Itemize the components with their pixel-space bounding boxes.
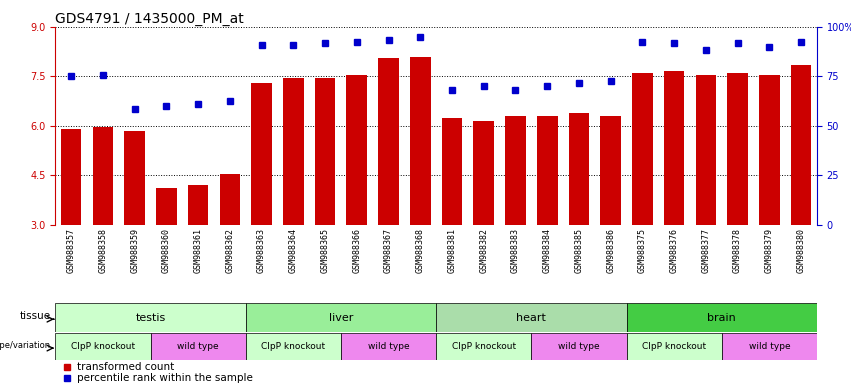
Text: GSM988379: GSM988379 bbox=[765, 228, 774, 273]
Text: percentile rank within the sample: percentile rank within the sample bbox=[77, 373, 253, 384]
Bar bbox=[791, 65, 811, 225]
Text: GSM988362: GSM988362 bbox=[226, 228, 234, 273]
Bar bbox=[251, 83, 272, 225]
Text: GSM988384: GSM988384 bbox=[543, 228, 551, 273]
Text: GSM988383: GSM988383 bbox=[511, 228, 520, 273]
Text: GSM988361: GSM988361 bbox=[194, 228, 203, 273]
Bar bbox=[473, 121, 494, 225]
Bar bbox=[246, 333, 341, 360]
Text: ClpP knockout: ClpP knockout bbox=[452, 342, 516, 351]
Bar bbox=[188, 185, 208, 225]
Text: GSM988367: GSM988367 bbox=[384, 228, 393, 273]
Bar bbox=[55, 303, 246, 332]
Bar bbox=[568, 113, 589, 225]
Bar bbox=[664, 71, 684, 225]
Text: liver: liver bbox=[328, 313, 353, 323]
Bar bbox=[151, 333, 246, 360]
Bar bbox=[341, 333, 436, 360]
Bar bbox=[436, 333, 531, 360]
Text: wild type: wild type bbox=[558, 342, 600, 351]
Bar bbox=[61, 129, 82, 225]
Bar bbox=[728, 73, 748, 225]
Bar bbox=[531, 333, 626, 360]
Text: GSM988357: GSM988357 bbox=[66, 228, 76, 273]
Text: GSM988382: GSM988382 bbox=[479, 228, 488, 273]
Text: GSM988368: GSM988368 bbox=[416, 228, 425, 273]
Text: GSM988376: GSM988376 bbox=[670, 228, 678, 273]
Text: GSM988377: GSM988377 bbox=[701, 228, 711, 273]
Text: wild type: wild type bbox=[749, 342, 791, 351]
Bar bbox=[722, 333, 817, 360]
Bar bbox=[436, 303, 626, 332]
Text: testis: testis bbox=[135, 313, 166, 323]
Bar bbox=[632, 73, 653, 225]
Bar bbox=[626, 303, 817, 332]
Bar bbox=[156, 189, 177, 225]
Text: GSM988385: GSM988385 bbox=[574, 228, 584, 273]
Bar bbox=[378, 58, 399, 225]
Text: ClpP knockout: ClpP knockout bbox=[71, 342, 135, 351]
Text: ClpP knockout: ClpP knockout bbox=[643, 342, 706, 351]
Bar bbox=[283, 78, 304, 225]
Text: GSM988364: GSM988364 bbox=[288, 228, 298, 273]
Text: wild type: wild type bbox=[177, 342, 219, 351]
Bar bbox=[695, 74, 717, 225]
Text: brain: brain bbox=[707, 313, 736, 323]
Bar bbox=[346, 74, 367, 225]
Text: GSM988359: GSM988359 bbox=[130, 228, 140, 273]
Text: tissue: tissue bbox=[20, 311, 51, 321]
Text: GSM988380: GSM988380 bbox=[797, 228, 806, 273]
Bar bbox=[220, 174, 240, 225]
Text: GSM988360: GSM988360 bbox=[162, 228, 171, 273]
Bar bbox=[246, 303, 436, 332]
Bar bbox=[759, 74, 780, 225]
Text: ClpP knockout: ClpP knockout bbox=[261, 342, 325, 351]
Bar bbox=[442, 118, 462, 225]
Bar bbox=[600, 116, 621, 225]
Bar bbox=[505, 116, 526, 225]
Bar bbox=[93, 127, 113, 225]
Text: heart: heart bbox=[517, 313, 546, 323]
Bar bbox=[626, 333, 722, 360]
Text: GSM988363: GSM988363 bbox=[257, 228, 266, 273]
Text: GSM988378: GSM988378 bbox=[733, 228, 742, 273]
Text: GSM988381: GSM988381 bbox=[448, 228, 456, 273]
Text: GSM988365: GSM988365 bbox=[321, 228, 329, 273]
Bar bbox=[124, 131, 145, 225]
Text: GSM988358: GSM988358 bbox=[99, 228, 107, 273]
Bar bbox=[315, 78, 335, 225]
Text: genotype/variation: genotype/variation bbox=[0, 341, 51, 350]
Bar bbox=[410, 56, 431, 225]
Text: GDS4791 / 1435000_PM_at: GDS4791 / 1435000_PM_at bbox=[55, 12, 244, 26]
Bar bbox=[537, 116, 557, 225]
Text: transformed count: transformed count bbox=[77, 362, 174, 372]
Text: wild type: wild type bbox=[368, 342, 409, 351]
Text: GSM988375: GSM988375 bbox=[638, 228, 647, 273]
Bar bbox=[55, 333, 151, 360]
Text: GSM988366: GSM988366 bbox=[352, 228, 362, 273]
Text: GSM988386: GSM988386 bbox=[606, 228, 615, 273]
